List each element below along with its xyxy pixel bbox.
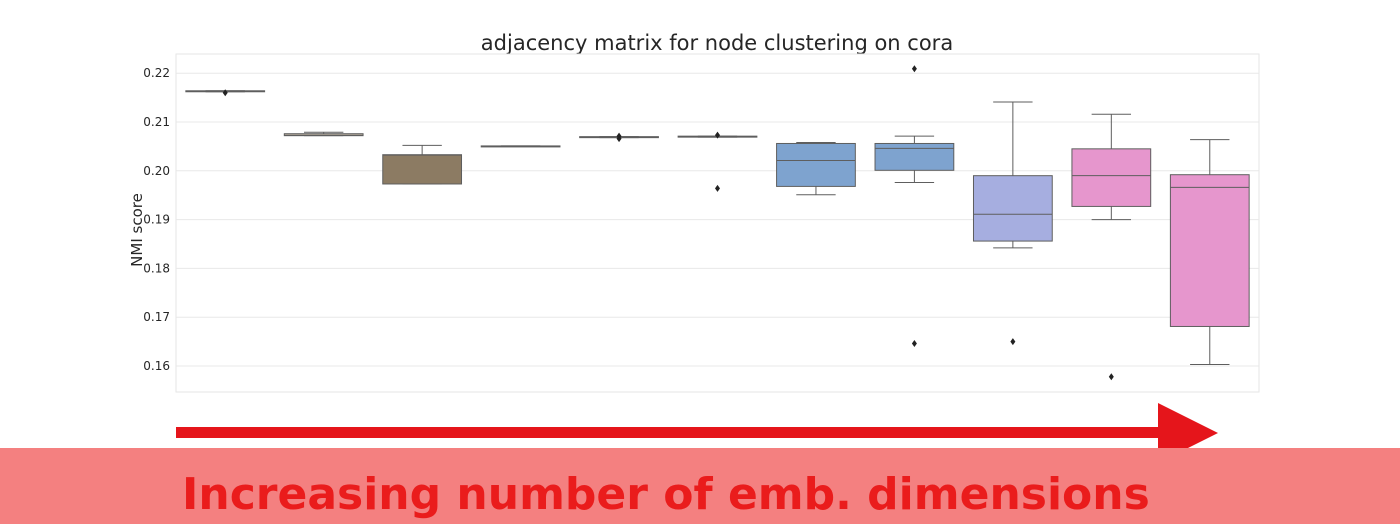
- box: [382, 154, 463, 185]
- y-axis-label: NMI score: [128, 193, 146, 267]
- box: [1169, 174, 1250, 327]
- outlier-point: [1010, 338, 1016, 346]
- outlier-point: [616, 132, 622, 140]
- arrow-shaft: [176, 427, 1166, 438]
- box-group: [185, 89, 266, 97]
- outlier-point: [715, 184, 720, 192]
- y-tick-label: 0.18: [143, 261, 170, 275]
- box: [874, 142, 955, 171]
- caption-banner: [0, 448, 1400, 524]
- y-tick-label: 0.22: [143, 66, 170, 80]
- progress-arrow: [176, 403, 1218, 448]
- chart-title: adjacency matrix for node clustering on …: [481, 31, 953, 55]
- outlier-point: [1108, 373, 1114, 381]
- box: [972, 175, 1053, 242]
- y-tick-label: 0.20: [143, 164, 170, 178]
- box: [776, 142, 856, 187]
- box: [1071, 148, 1152, 207]
- box-plot-chart: adjacency matrix for node clustering on …: [128, 31, 1260, 448]
- box-group: [382, 144, 463, 185]
- box-group: [283, 131, 364, 137]
- box-group: [776, 141, 856, 196]
- y-tick-label: 0.16: [143, 359, 170, 373]
- y-tick-label: 0.21: [143, 115, 170, 129]
- box-group: [1169, 139, 1250, 366]
- y-tick-label: 0.19: [143, 213, 170, 227]
- box-group: [579, 132, 659, 143]
- box-group: [874, 65, 955, 348]
- box-group: [677, 131, 758, 192]
- box-group: [972, 101, 1053, 346]
- y-tick-label: 0.17: [143, 310, 170, 324]
- outlier-point: [911, 340, 917, 348]
- caption-text: Increasing number of emb. dimensions: [182, 469, 1150, 520]
- outlier-point: [222, 89, 228, 97]
- arrow-head: [1158, 403, 1218, 448]
- outlier-point: [911, 65, 917, 73]
- box-group: [1071, 113, 1152, 381]
- plot-frame: [175, 53, 1260, 393]
- outlier-point: [715, 131, 720, 139]
- box-group: [480, 145, 561, 148]
